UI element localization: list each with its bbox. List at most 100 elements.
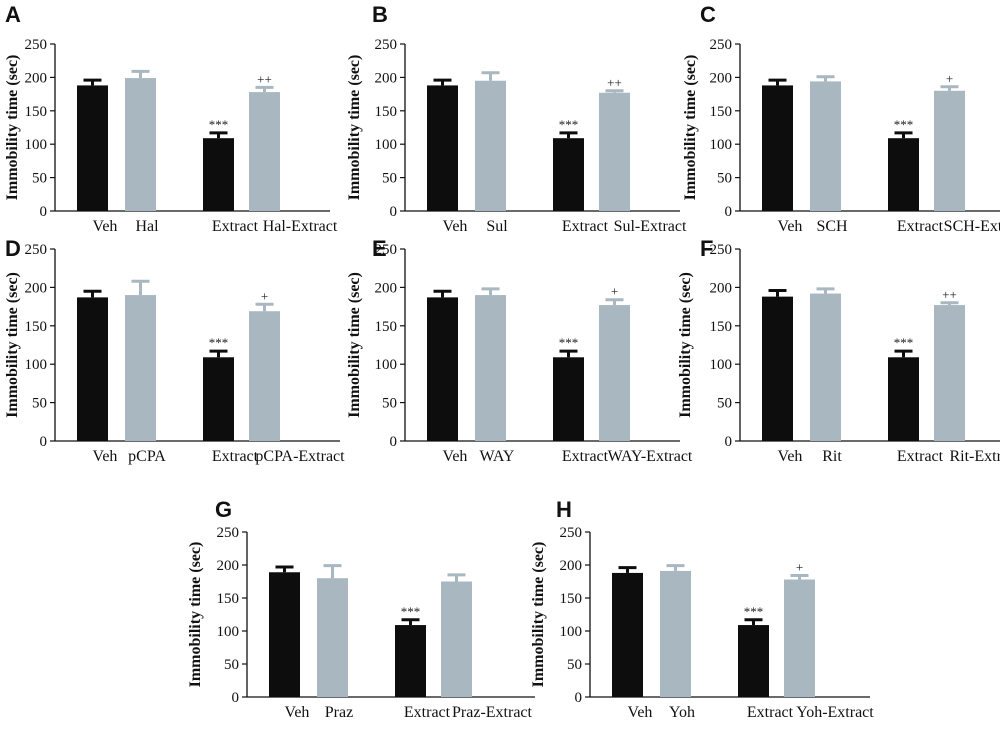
panel-c: C Immobility time (sec) 0 50 100 150 200 250 Veh… — [682, 2, 1000, 235]
bar-extract — [203, 138, 234, 211]
y-axis-label: Immobility time (sec) — [677, 272, 694, 418]
panel-letter: F — [700, 236, 713, 261]
bar-pcpa — [125, 295, 156, 441]
bar-sch — [810, 81, 841, 212]
significance-label: *** — [894, 335, 914, 350]
x-category-label: Extract — [212, 448, 259, 465]
bar-extract — [738, 625, 769, 697]
significance-label: + — [611, 284, 618, 299]
x-category-label: Extract — [404, 704, 451, 721]
x-category-label: Praz-Extract — [452, 704, 533, 721]
y-tick-label: 50 — [224, 657, 239, 673]
significance-label: *** — [559, 335, 579, 350]
bar-yoh-extract — [784, 579, 815, 697]
panel-d: D Immobility time (sec) 0 50 100 150 200 250 Veh… — [4, 236, 345, 465]
y-tick-label: 250 — [217, 525, 240, 541]
y-tick-label: 150 — [375, 319, 398, 335]
x-category-label: Rit-Extract — [949, 448, 1000, 465]
y-axis-label: Immobility time (sec) — [187, 542, 204, 688]
bar-hal-extract — [249, 92, 280, 211]
panel-g: G Immobility time (sec) 0 50 100 150 200 250 Veh… — [187, 497, 535, 721]
y-tick-label: 100 — [25, 137, 48, 153]
x-category-label: Veh — [778, 448, 803, 465]
bar-extract — [888, 138, 919, 211]
y-tick-label: 150 — [710, 319, 733, 335]
bar-hal — [125, 78, 156, 212]
bar-veh — [762, 85, 793, 211]
y-tick-label: 0 — [40, 204, 48, 220]
x-category-label: Veh — [778, 218, 803, 235]
bar-veh — [77, 85, 108, 211]
significance-label: *** — [894, 117, 914, 132]
bar-sch-extract — [934, 90, 965, 211]
y-tick-label: 0 — [725, 204, 733, 220]
x-category-label: Veh — [443, 218, 468, 235]
x-category-label: Yoh — [669, 704, 695, 721]
y-tick-label: 200 — [710, 70, 733, 86]
panel-a: A Immobility time (sec) 0 50 100 150 200 250 Veh… — [4, 2, 338, 235]
x-category-label: Yoh-Extract — [796, 704, 874, 721]
bar-extract — [395, 625, 426, 697]
x-category-label: Sul-Extract — [614, 218, 687, 235]
bar-extract — [553, 357, 584, 441]
bar-way — [475, 295, 506, 441]
y-tick-label: 0 — [390, 434, 398, 450]
y-tick-label: 100 — [375, 357, 398, 373]
x-category-label: pCPA-Extract — [255, 448, 345, 465]
bar-extract — [203, 357, 234, 441]
x-category-label: Extract — [897, 218, 944, 235]
y-axis-label: Immobility time (sec) — [346, 272, 363, 418]
y-tick-label: 200 — [375, 280, 398, 296]
y-tick-label: 150 — [25, 104, 48, 120]
bar-veh — [77, 297, 108, 441]
y-tick-label: 200 — [375, 70, 398, 86]
x-category-label: Praz — [325, 704, 353, 721]
y-tick-label: 50 — [567, 657, 582, 673]
y-axis-label: Immobility time (sec) — [682, 55, 699, 201]
x-category-label: Veh — [93, 448, 118, 465]
x-category-label: WAY — [480, 448, 515, 465]
y-tick-label: 200 — [560, 558, 583, 574]
bar-extract — [553, 138, 584, 211]
significance-label: *** — [401, 604, 421, 619]
x-category-label: Hal — [135, 218, 159, 235]
bar-veh — [612, 572, 643, 697]
significance-label: ++ — [257, 71, 272, 86]
y-tick-label: 50 — [717, 396, 732, 412]
bar-pcpa-extract — [249, 311, 280, 441]
panel-b: B Immobility time (sec) 0 50 100 150 200 250 Veh… — [346, 2, 687, 235]
x-category-label: Veh — [443, 448, 468, 465]
x-category-label: SCH — [816, 218, 848, 235]
y-tick-label: 100 — [217, 624, 240, 640]
y-tick-label: 250 — [375, 242, 398, 258]
y-tick-label: 250 — [25, 37, 48, 53]
y-tick-label: 100 — [710, 357, 733, 373]
bar-sul-extract — [599, 92, 630, 211]
bar-praz — [317, 578, 348, 697]
y-tick-label: 250 — [375, 37, 398, 53]
bar-rit-extract — [934, 305, 965, 441]
significance-label: *** — [744, 604, 764, 619]
y-tick-label: 150 — [217, 591, 240, 607]
y-tick-label: 0 — [232, 690, 240, 706]
y-tick-label: 200 — [25, 280, 48, 296]
x-category-label: Extract — [747, 704, 794, 721]
significance-label: + — [796, 560, 803, 575]
x-category-label: Hal-Extract — [263, 218, 338, 235]
y-tick-label: 150 — [710, 104, 733, 120]
bar-veh — [427, 297, 458, 441]
y-tick-label: 50 — [382, 171, 397, 187]
x-category-label: Extract — [562, 218, 609, 235]
y-tick-label: 100 — [560, 624, 583, 640]
panel-letter: D — [5, 236, 21, 261]
y-tick-label: 250 — [560, 525, 583, 541]
x-category-label: SCH-Extract — [944, 218, 1000, 235]
y-tick-label: 200 — [710, 280, 733, 296]
bar-veh — [427, 85, 458, 211]
panel-letter: B — [372, 2, 388, 27]
y-tick-label: 250 — [25, 242, 48, 258]
bar-extract — [888, 357, 919, 441]
significance-label: *** — [209, 335, 229, 350]
x-category-label: WAY-Extract — [608, 448, 693, 465]
y-tick-label: 150 — [25, 319, 48, 335]
